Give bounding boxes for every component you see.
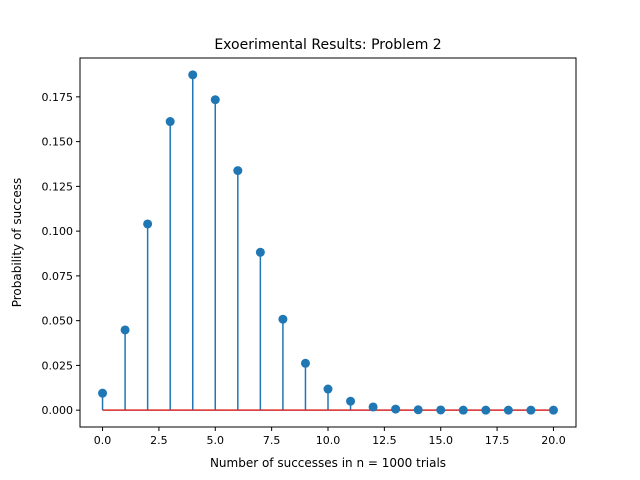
data-point bbox=[233, 166, 243, 176]
x-axis-label: Number of successes in n = 1000 trials bbox=[210, 456, 446, 470]
y-axis-label: Probability of success bbox=[10, 178, 24, 308]
plot-area bbox=[98, 70, 558, 415]
y-tick-label: 0.150 bbox=[42, 136, 74, 149]
data-point bbox=[346, 396, 356, 406]
x-tick-label: 5.0 bbox=[207, 434, 225, 447]
data-point bbox=[548, 405, 558, 415]
y-tick-label: 0.000 bbox=[42, 404, 74, 417]
y-tick-label: 0.175 bbox=[42, 91, 74, 104]
x-tick-label: 12.5 bbox=[372, 434, 397, 447]
y-tick-label: 0.125 bbox=[42, 180, 74, 193]
x-tick-label: 17.5 bbox=[485, 434, 510, 447]
data-point bbox=[255, 247, 265, 257]
x-axis-ticks: 0.0 2.5 5.0 7.5 10.0 12.5 15.0 17.5 20.0 bbox=[94, 427, 566, 447]
chart-title: Exoerimental Results: Problem 2 bbox=[214, 37, 441, 53]
data-point bbox=[210, 95, 220, 105]
x-tick-label: 0.0 bbox=[94, 434, 112, 447]
x-tick-label: 15.0 bbox=[428, 434, 453, 447]
x-tick-label: 20.0 bbox=[541, 434, 566, 447]
data-point bbox=[526, 405, 536, 415]
data-point bbox=[458, 405, 468, 415]
y-tick-label: 0.075 bbox=[42, 270, 74, 283]
x-tick-label: 10.0 bbox=[316, 434, 341, 447]
data-point bbox=[391, 404, 401, 414]
data-point bbox=[300, 358, 310, 368]
y-axis-ticks: 0.000 0.025 0.050 0.075 0.100 0.125 0.150 0.175 bbox=[42, 91, 80, 417]
data-point bbox=[481, 405, 491, 415]
data-point bbox=[368, 402, 378, 412]
data-point bbox=[413, 405, 423, 415]
data-point bbox=[323, 384, 333, 394]
data-point bbox=[436, 405, 446, 415]
data-point bbox=[98, 388, 108, 398]
data-point bbox=[278, 314, 288, 324]
data-point bbox=[120, 325, 130, 335]
data-point bbox=[143, 219, 153, 229]
data-point bbox=[188, 70, 198, 80]
data-point bbox=[165, 117, 175, 127]
y-tick-label: 0.025 bbox=[42, 359, 74, 372]
x-tick-label: 7.5 bbox=[263, 434, 281, 447]
data-point bbox=[503, 405, 513, 415]
y-tick-label: 0.050 bbox=[42, 315, 74, 328]
y-tick-label: 0.100 bbox=[42, 225, 74, 238]
x-tick-label: 2.5 bbox=[150, 434, 168, 447]
